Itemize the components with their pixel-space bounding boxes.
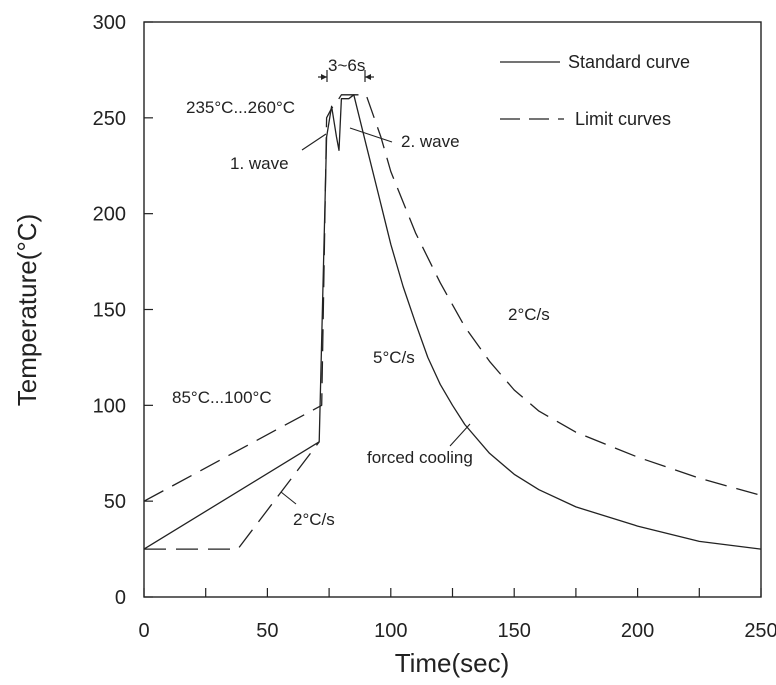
x-tick-label: 150 — [498, 620, 531, 642]
x-axis-title: Time(sec) — [395, 648, 510, 678]
leader-forced-cooling — [449, 423, 471, 447]
annotation-peak-range: 235°C...260°C — [186, 98, 295, 117]
annotation-dwell-time: 3~6s — [328, 56, 365, 75]
y-axis-title: Temperature(°C) — [12, 214, 42, 406]
ticks-layer: 0 50 100 150 200 250 0 50 100 150 200 250 300 — [93, 12, 776, 642]
dwell-arrowhead-right — [365, 74, 371, 80]
annotation-standard-cooling-rate: 5°C/s — [373, 348, 415, 367]
annotation-second-wave: 2. wave — [401, 132, 460, 151]
annotations: 3~6s 235°C...260°C 1. wave 2. wave 2°C/s… — [172, 56, 550, 529]
leader-preheat-rate — [280, 491, 297, 505]
y-tick-label: 200 — [93, 204, 126, 226]
annotation-preheat-range: 85°C...100°C — [172, 388, 272, 407]
y-tick-label: 50 — [104, 491, 126, 513]
leader-first-wave — [301, 133, 327, 151]
x-tick-label: 250 — [744, 620, 776, 642]
legend-label-limit: Limit curves — [575, 109, 671, 129]
leader-second-wave — [349, 127, 393, 143]
y-tick-label: 250 — [93, 108, 126, 130]
series-layer — [143, 94, 762, 550]
annotation-limit-cooling-rate: 2°C/s — [508, 305, 550, 324]
x-tick-label: 200 — [621, 620, 654, 642]
x-tick-label: 50 — [256, 620, 278, 642]
x-tick-label: 0 — [138, 620, 149, 642]
series-line-standard-0 — [143, 94, 762, 550]
x-tick-label: 100 — [374, 620, 407, 642]
legend: Standard curve Limit curves — [500, 52, 690, 129]
y-tick-label: 0 — [115, 587, 126, 609]
y-tick-label: 300 — [93, 12, 126, 34]
legend-label-standard: Standard curve — [568, 52, 690, 72]
annotation-preheat-rate: 2°C/s — [293, 510, 335, 529]
annotation-first-wave: 1. wave — [230, 154, 289, 173]
dwell-arrowhead-left — [321, 74, 327, 80]
y-tick-label: 100 — [93, 395, 126, 417]
annotation-forced-cooling: forced cooling — [367, 448, 473, 467]
series-line-limit-1 — [143, 94, 762, 502]
y-tick-label: 150 — [93, 300, 126, 322]
